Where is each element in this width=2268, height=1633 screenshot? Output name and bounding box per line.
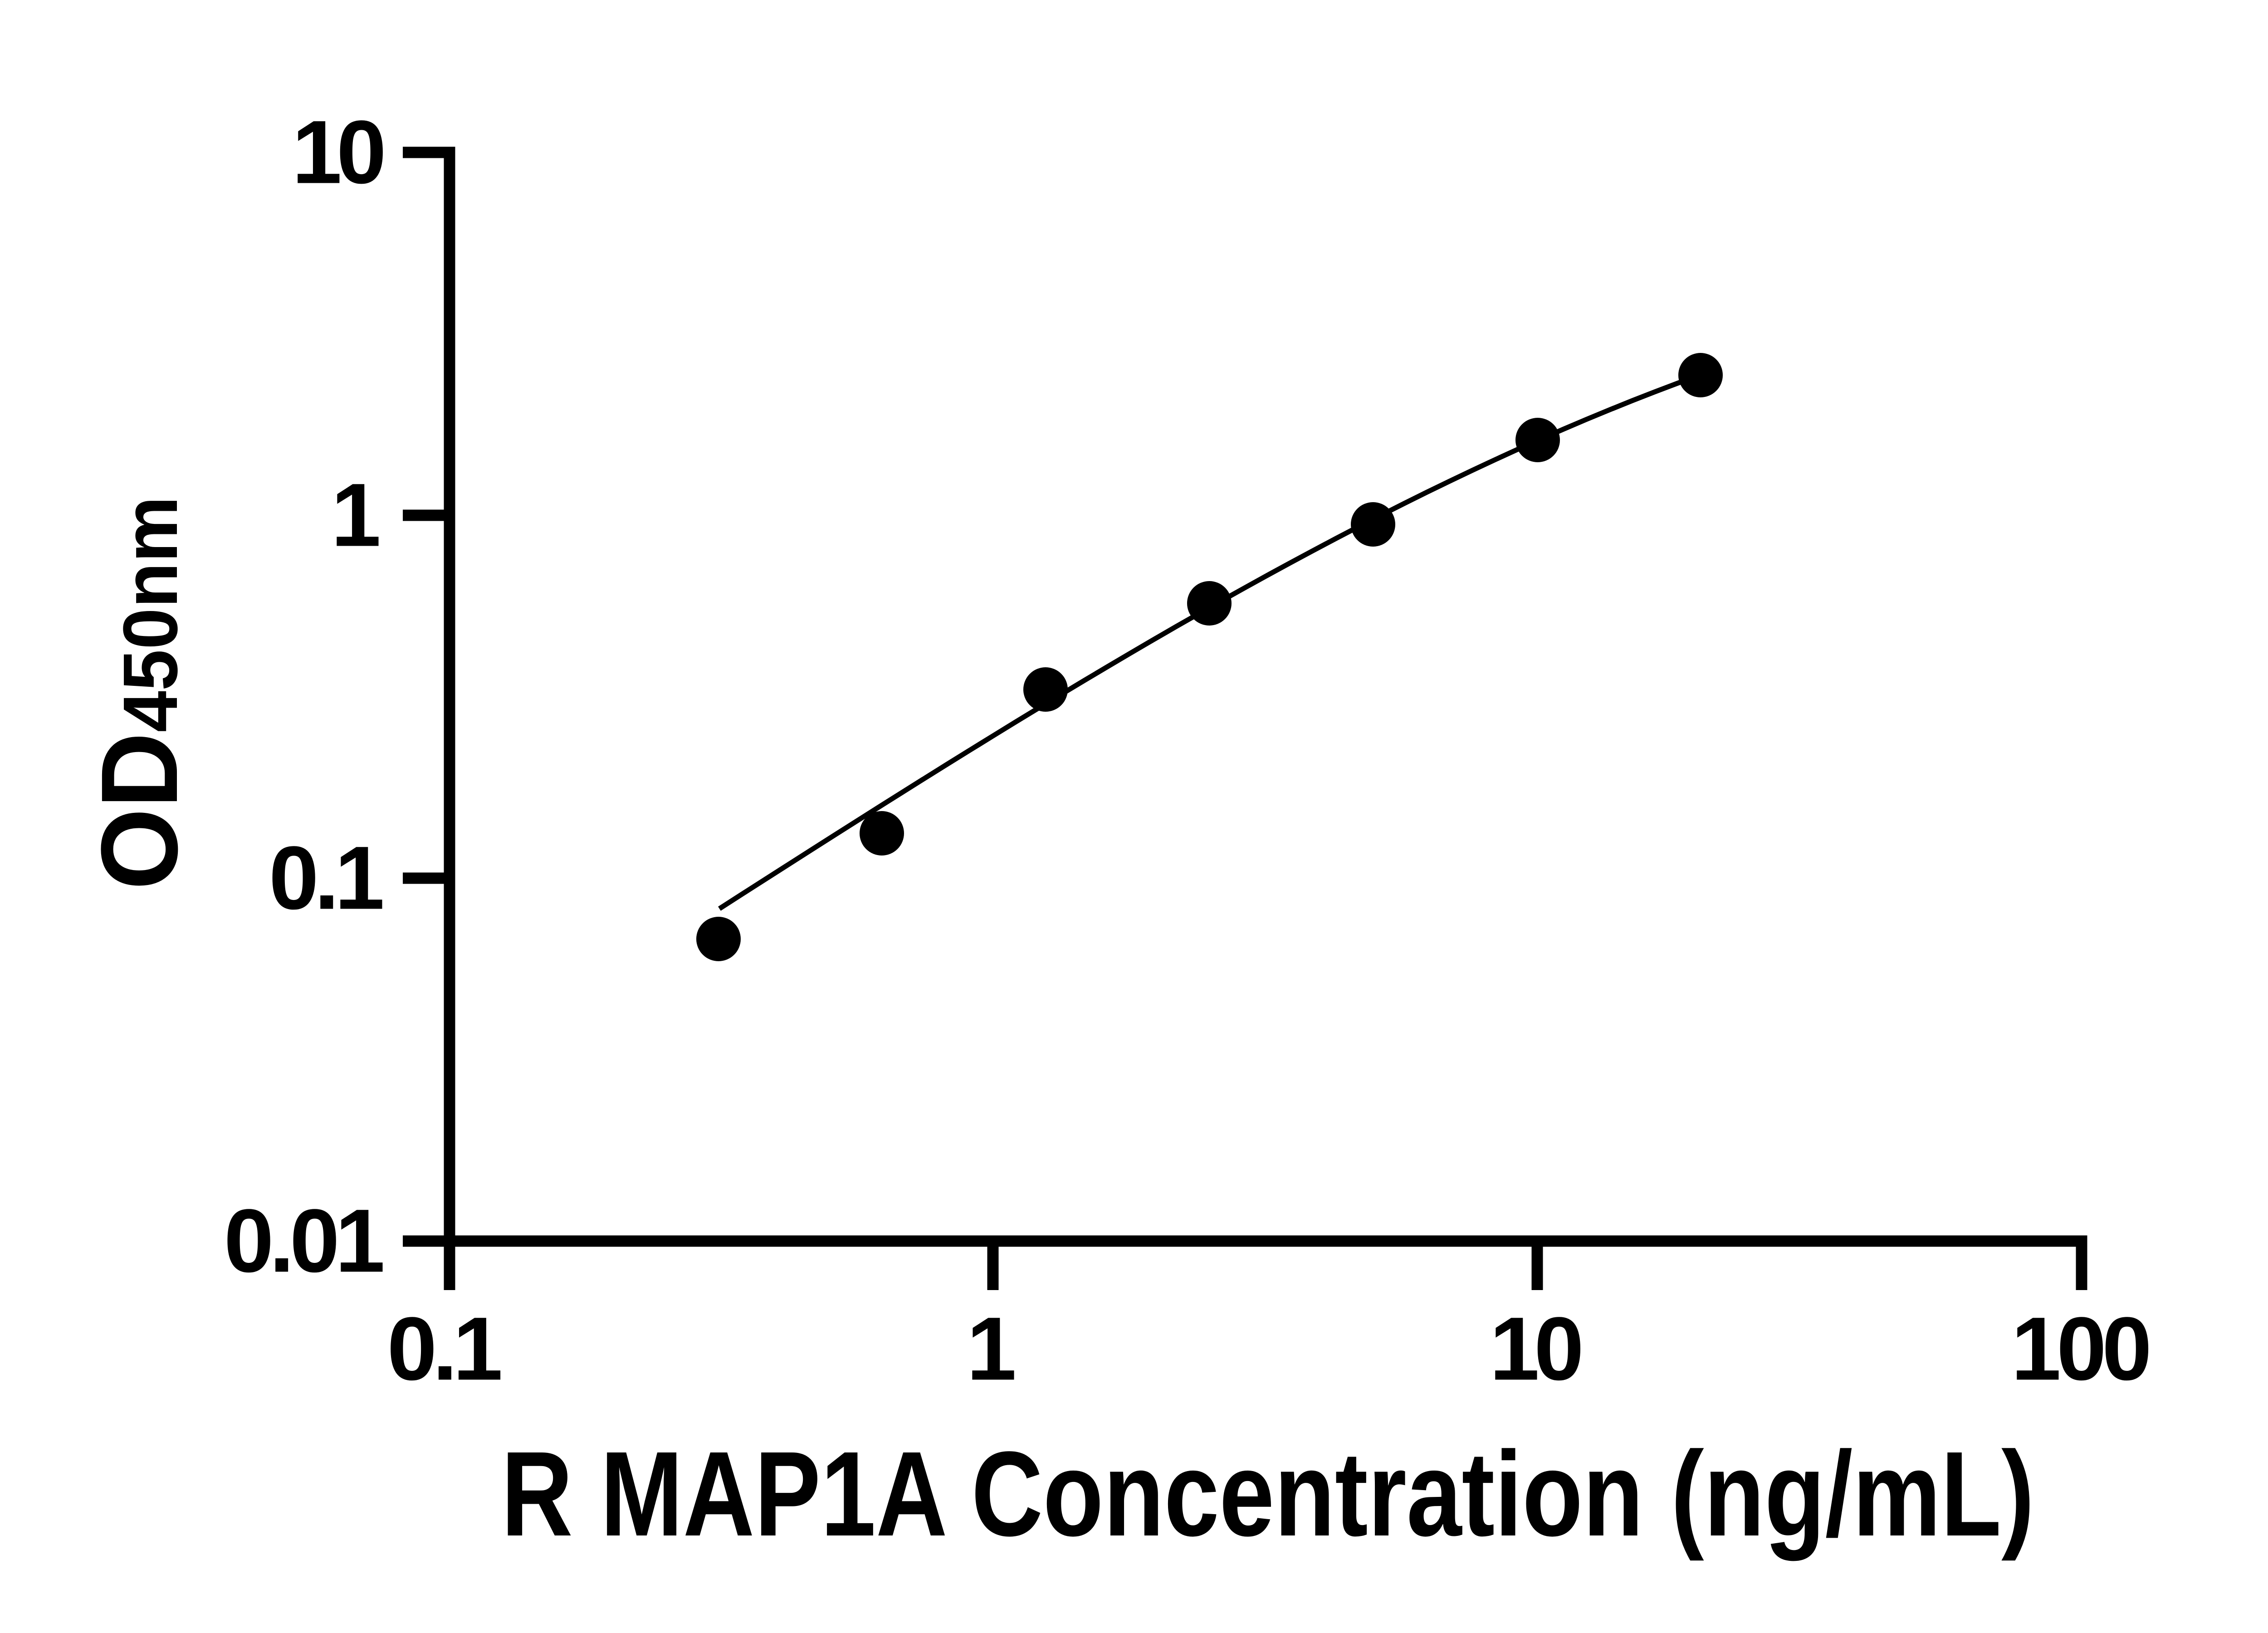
svg-text:1: 1 xyxy=(331,465,381,565)
svg-text:OD450nm: OD450nm xyxy=(78,496,200,890)
svg-text:10: 10 xyxy=(1490,1299,1580,1399)
svg-text:100: 100 xyxy=(2011,1299,2148,1399)
svg-text:0.1: 0.1 xyxy=(387,1299,500,1399)
svg-text:1: 1 xyxy=(967,1299,1017,1399)
svg-text:R MAP1A Concentration (ng/mL): R MAP1A Concentration (ng/mL) xyxy=(501,1427,2034,1562)
svg-text:0.1: 0.1 xyxy=(269,828,382,928)
svg-text:0.01: 0.01 xyxy=(224,1191,383,1291)
svg-text:10: 10 xyxy=(292,102,383,202)
